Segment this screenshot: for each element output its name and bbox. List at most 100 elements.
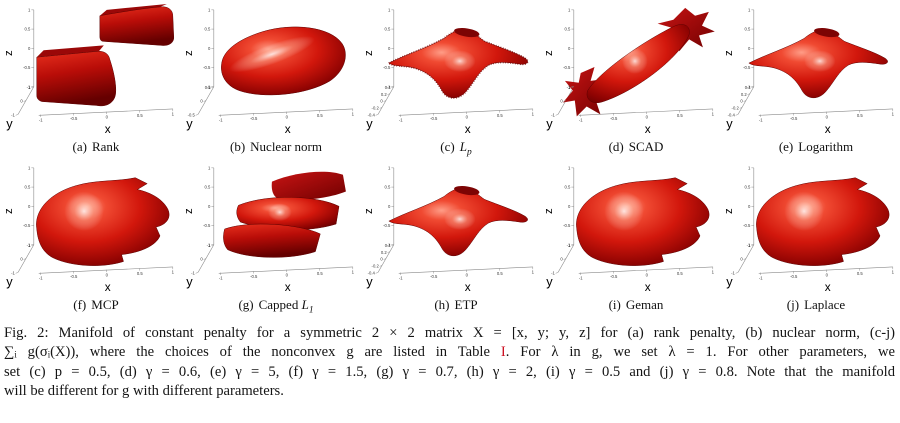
- x-axis-label: x: [105, 122, 111, 136]
- tick-label: 0.5: [205, 85, 212, 90]
- tick-label: -0.5: [203, 65, 211, 70]
- tick-label: -1: [11, 113, 15, 118]
- panel-d: 1 0.5 0 -0.5 -1 -1 -0.5 0 0.5 1 1 0 -1 z x y (d) SCAD: [540, 0, 720, 158]
- tick-label: 0: [826, 273, 829, 278]
- panel-title: ETP: [454, 297, 478, 312]
- panel-caption: (i) Geman: [540, 296, 720, 316]
- surface-shape: [622, 48, 648, 74]
- tick-label: 0.5: [384, 185, 391, 190]
- tick-label: -1: [551, 113, 555, 118]
- y-axis-label: y: [546, 116, 553, 131]
- surface-shape: [454, 185, 480, 196]
- panel-caption: (d) SCAD: [540, 138, 720, 158]
- tick-label: 0: [106, 273, 109, 278]
- surface-plot: 1 0.5 0 -0.5 -1 -1 -0.5 0 0.5 1 0.5 0 -0.5 z x y: [183, 7, 354, 136]
- tick-label: -1: [191, 271, 195, 276]
- panel-caption: (e) Logarithm: [720, 138, 900, 158]
- tick-label: -1: [27, 84, 31, 89]
- x-axis-label: x: [105, 280, 111, 294]
- tick-label: 1: [568, 85, 571, 90]
- panel-label: (c): [440, 139, 455, 154]
- surface-shape: [229, 36, 315, 73]
- tick-label: 0.5: [204, 185, 211, 190]
- tick-label: 1: [208, 7, 211, 12]
- surface-mesh: [36, 177, 170, 266]
- x-axis-label: x: [645, 122, 651, 136]
- z-axis-label: z: [363, 50, 375, 56]
- tick-label: 0.5: [564, 185, 571, 190]
- x-axis-label: x: [465, 280, 471, 294]
- tick-label: 1: [568, 165, 571, 170]
- y-axis-label: y: [186, 116, 193, 131]
- tick-label: 0.5: [677, 113, 684, 118]
- tick-label: -0.5: [203, 223, 211, 228]
- axis-ticks: 10.50-0.5-1-1 -0.5 0 0.5 10.40.20-0.2-0.4: [368, 7, 535, 122]
- panel-label: (g): [238, 297, 254, 312]
- panel-caption: (f) MCP: [0, 296, 180, 316]
- surface-plot: 1 0.5 0 -0.5 -1 -1 -0.5 0 0.5 1 1 0 -1 z x y: [3, 3, 175, 136]
- panel-label: (h): [434, 297, 450, 312]
- tick-label: 1: [388, 7, 391, 12]
- tick-label: -0.5: [250, 274, 258, 279]
- tick-label: 1: [172, 112, 175, 117]
- z-axis-label: z: [183, 208, 195, 214]
- caption-line-2-pre: ∑ᵢ g(σᵢ(X)), where the choices of the no…: [4, 344, 501, 361]
- caption-line-1: Fig. 2: Manifold of constant penalty for…: [4, 325, 895, 341]
- panel-title-italic: L: [301, 297, 309, 312]
- tick-label: -1: [39, 117, 43, 122]
- tick-label: -0.4: [368, 271, 376, 276]
- tick-label: 0: [106, 115, 109, 120]
- tick-label: -1: [207, 84, 211, 89]
- panel-title: Laplace: [804, 297, 846, 312]
- panel-caption: (c) Lp: [360, 138, 540, 158]
- tick-label: -1: [387, 242, 391, 247]
- tick-label: -1: [551, 271, 555, 276]
- y-axis-label: y: [6, 116, 13, 131]
- table-ref-link[interactable]: I: [500, 344, 506, 361]
- tick-label: 1: [748, 165, 751, 170]
- x-axis-label: x: [285, 122, 291, 136]
- panel-caption: (a) Rank: [0, 138, 180, 158]
- z-axis-label: z: [543, 50, 555, 56]
- tick-label: -0.5: [23, 223, 31, 228]
- panel-caption: (h) ETP: [360, 296, 540, 316]
- surface-shape: [756, 177, 890, 266]
- tick-label: 0: [568, 204, 571, 209]
- surface-plot: 10.50-0.5-1-1 -0.5 0 0.5 10.40.20-0.2-0.4 z …: [363, 7, 535, 136]
- surface-plot: 10.50-0.5-1-1 -0.5 0 0.5 10.40.20-0.2-0.4 z …: [363, 165, 534, 294]
- surface-mesh: [223, 171, 346, 258]
- surface-shape: [99, 6, 175, 46]
- tick-label: 0: [380, 99, 383, 104]
- y-axis-label: y: [366, 274, 373, 289]
- tick-label: 0: [826, 115, 829, 120]
- tick-label: -0.2: [732, 106, 740, 111]
- panel-title-italic: L: [459, 139, 467, 154]
- tick-label: 0: [380, 257, 383, 262]
- surface-shape: [444, 208, 476, 230]
- surface-shape: [223, 223, 321, 258]
- tick-label: 0: [568, 46, 571, 51]
- tick-label: 0: [646, 273, 649, 278]
- surface-shape: [36, 177, 170, 266]
- tick-label: -1: [579, 275, 583, 280]
- panel-title: Logarithm: [798, 139, 854, 154]
- panel-label: (b): [229, 139, 246, 154]
- surface-shape: [64, 191, 104, 231]
- tick-label: 0.5: [857, 271, 864, 276]
- tick-label: 0: [388, 46, 391, 51]
- tick-label: -1: [11, 271, 15, 276]
- surface-shape: [784, 191, 824, 231]
- surface-plot: 1 0.5 0 -0.5 -1 -1 -0.5 0 0.5 1 1 0 -1 z x y: [723, 165, 894, 294]
- tick-label: 0.5: [744, 27, 751, 32]
- y-axis-label: y: [186, 274, 193, 289]
- tick-label: -1: [759, 275, 763, 280]
- surface-shape: [804, 50, 836, 72]
- tick-label: 0.5: [137, 271, 144, 276]
- tick-label: -1: [399, 117, 403, 122]
- tick-label: 0.5: [317, 113, 324, 118]
- tick-label: 0.2: [381, 250, 388, 255]
- tick-label: -0.5: [383, 223, 391, 228]
- panel-title: Geman: [625, 297, 664, 312]
- tick-label: -0.2: [372, 106, 380, 111]
- surface-plot: 1 0.5 0 -0.5 -1 -1 -0.5 0 0.5 1 1 0 -1 z x y: [543, 165, 714, 294]
